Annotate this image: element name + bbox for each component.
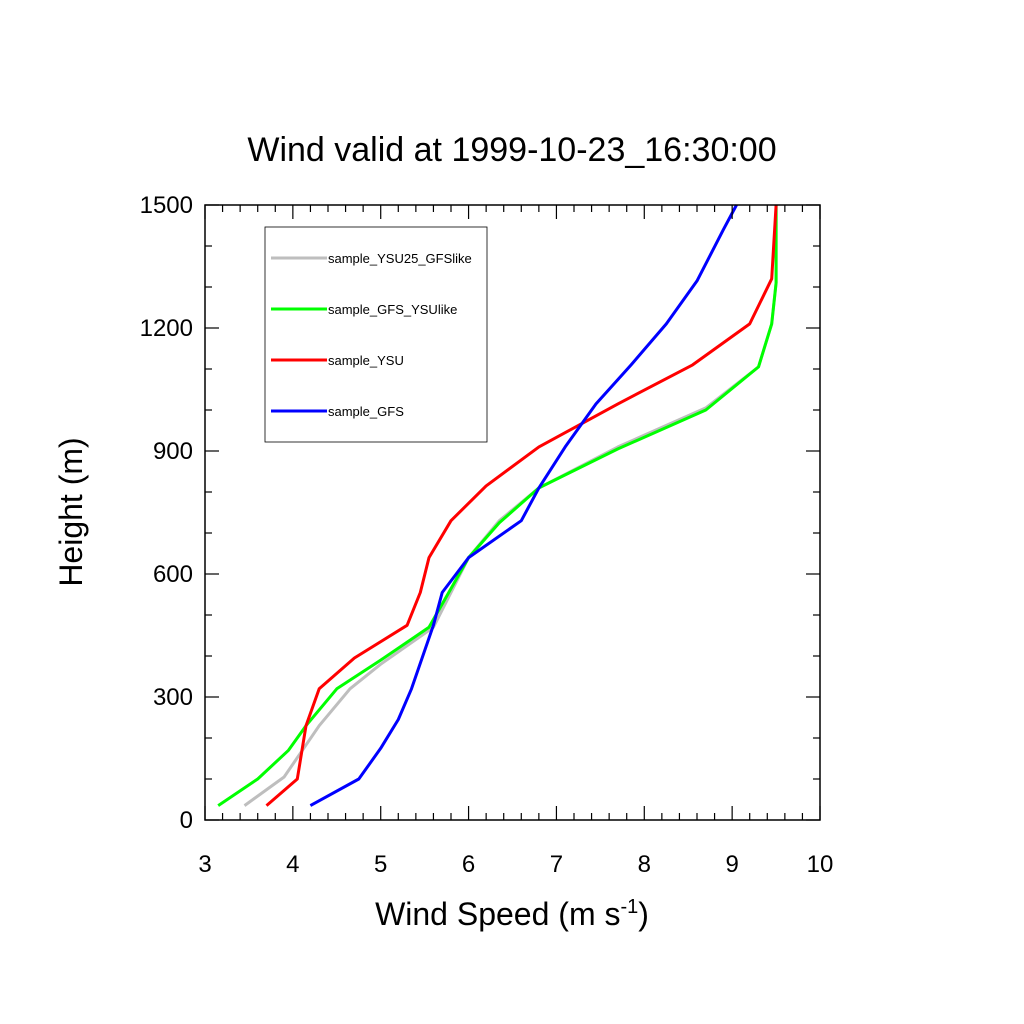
x-tick-label: 9 <box>725 851 738 878</box>
chart-title: Wind valid at 1999-10-23_16:30:00 <box>247 131 776 169</box>
series-line-sample_YSU <box>265 204 778 807</box>
y-axis-label: Height (m) <box>53 437 89 586</box>
y-tick-label: 300 <box>153 684 193 711</box>
legend-label: sample_YSU <box>328 353 404 368</box>
legend-label: sample_GFS_YSUlike <box>328 302 457 317</box>
series-line-sample_GFS <box>309 204 738 807</box>
series-layer <box>217 204 778 807</box>
x-tick-label: 10 <box>807 851 834 878</box>
x-tick-label: 4 <box>286 851 299 878</box>
legend-box <box>264 226 488 443</box>
y-tick-label: 1500 <box>140 192 193 219</box>
x-axis-label: Wind Speed (m s-1) <box>375 896 649 932</box>
x-tick-label: 6 <box>462 851 475 878</box>
legend-label: sample_GFS <box>328 404 404 419</box>
tick-labels-layer: 3 4 5 6 7 8 9 10 0 300 600 900 1200 1500 <box>140 192 834 878</box>
y-tick-label: 0 <box>180 807 193 834</box>
y-tick-label: 1200 <box>140 315 193 342</box>
x-tick-label: 5 <box>374 851 387 878</box>
y-tick-label: 900 <box>153 438 193 465</box>
legend: sample_YSU25_GFSlike sample_GFS_YSUlikesa… <box>264 226 488 443</box>
plot-frame <box>204 204 821 821</box>
x-tick-label: 7 <box>550 851 563 878</box>
series-line-sample_GFS_YSUlike <box>217 205 778 807</box>
y-tick-label: 600 <box>153 561 193 588</box>
x-tick-label: 8 <box>638 851 651 878</box>
x-tick-label: 3 <box>198 851 211 878</box>
legend-label: sample_YSU25_GFSlike <box>328 251 472 266</box>
